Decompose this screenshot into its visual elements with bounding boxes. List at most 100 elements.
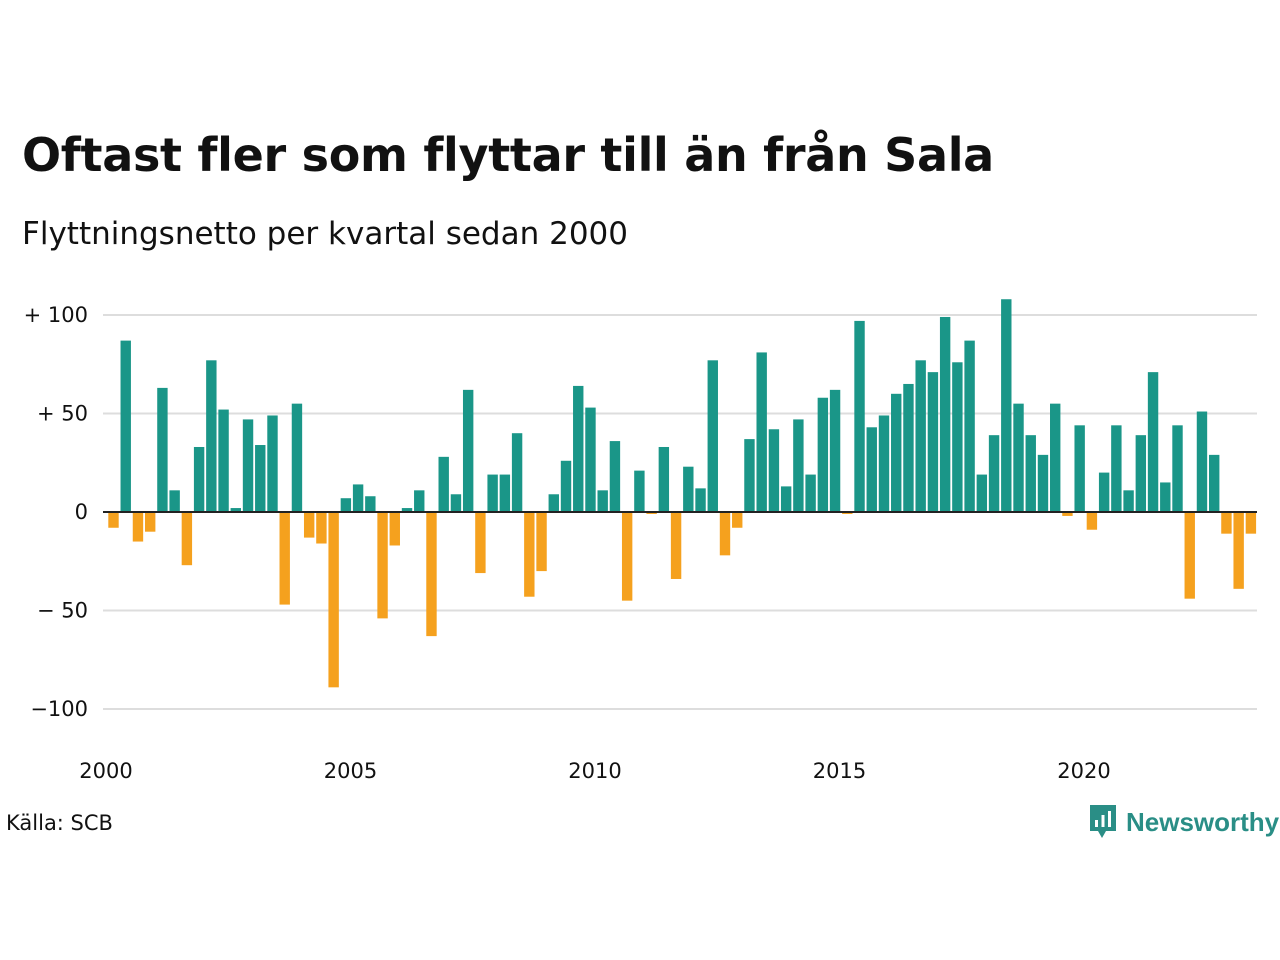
y-tick-label: + 100: [24, 303, 88, 327]
bar-2022-q1: [1184, 512, 1195, 599]
bar-2010-q2: [609, 441, 621, 512]
x-tick-label: 2015: [813, 759, 866, 783]
bar-2014-q4: [829, 389, 841, 512]
bar-2004-q3: [328, 512, 339, 688]
bar-2007-q1: [450, 494, 462, 512]
x-tick-label: 2000: [79, 759, 132, 783]
bar-2001-q3: [181, 512, 193, 566]
y-axis-tick-labels: + 100 + 50 0 − 50 −100: [24, 303, 88, 721]
bar-chart: + 100 + 50 0 − 50 −100 2000 2005 2010 2015 2020: [24, 299, 1257, 783]
bar-2003-q4: [291, 403, 303, 512]
bar-2008-q2: [511, 433, 523, 512]
y-tick-label: − 50: [37, 599, 88, 623]
bar-2004-q2: [316, 512, 327, 544]
bar-2018-q3: [1013, 403, 1024, 512]
bar-2019-q4: [1074, 425, 1085, 512]
chart-title: Oftast fler som flyttar till än från Sal…: [22, 128, 994, 182]
brand-logo[interactable]: Newsworthy: [1088, 803, 1279, 841]
bar-2006-q4: [438, 456, 449, 512]
bar-2013-q2: [756, 352, 767, 512]
bar-2016-q4: [927, 372, 939, 512]
bar-2012-q1: [695, 488, 706, 512]
bar-2010-q1: [597, 490, 608, 512]
bar-2007-q4: [487, 474, 498, 512]
bar-2021-q1: [1135, 435, 1147, 512]
bar-2019-q3: [1062, 512, 1073, 516]
x-axis-tick-labels: 2000 2005 2010 2015 2020: [79, 759, 1110, 783]
bar-2022-q4: [1221, 512, 1232, 534]
bar-2007-q2: [462, 389, 474, 512]
bar-2015-q2: [854, 320, 865, 512]
bar-2008-q1: [499, 474, 511, 512]
source-note: Källa: SCB: [6, 811, 113, 835]
bar-2002-q2: [218, 409, 229, 512]
bar-2005-q2: [365, 496, 376, 512]
bar-2006-q1: [401, 508, 413, 512]
bar-2008-q3: [524, 512, 535, 597]
bar-2018-q4: [1025, 435, 1036, 512]
bar-2023-q2: [1245, 512, 1257, 534]
bar-2000-q4: [144, 512, 156, 532]
bar-2018-q1: [988, 435, 1000, 512]
bar-2019-q1: [1037, 454, 1049, 512]
bar-2016-q3: [915, 360, 926, 512]
bar-2003-q3: [279, 512, 290, 605]
bar-2014-q3: [817, 397, 829, 512]
bar-2015-q4: [878, 415, 890, 512]
bar-2015-q3: [866, 427, 877, 512]
gridlines: [103, 314, 1257, 710]
bar-2002-q1: [206, 360, 217, 512]
bar-2020-q4: [1123, 490, 1134, 512]
bar-2013-q3: [768, 429, 780, 512]
bar-2021-q4: [1172, 425, 1183, 512]
brand-name: Newsworthy: [1126, 806, 1280, 837]
bar-2010-q4: [634, 470, 645, 512]
bar-2004-q4: [340, 498, 352, 512]
bar-2021-q3: [1160, 482, 1171, 512]
bar-2006-q3: [426, 512, 437, 637]
chart-subtitle: Flyttningsnetto per kvartal sedan 2000: [22, 216, 628, 252]
x-tick-label: 2010: [568, 759, 621, 783]
bar-2018-q2: [1001, 299, 1012, 512]
bar-2002-q3: [230, 508, 241, 512]
bar-2019-q2: [1050, 403, 1061, 512]
bar-2001-q2: [169, 490, 180, 512]
bar-2011-q3: [670, 512, 682, 579]
bar-2000-q1: [108, 512, 119, 528]
bar-2016-q2: [903, 383, 914, 512]
bar-2001-q1: [157, 387, 168, 512]
bar-2003-q2: [267, 415, 278, 512]
bar-2001-q4: [193, 446, 205, 512]
bar-2006-q2: [414, 490, 425, 512]
bars: [108, 299, 1257, 688]
bar-2017-q2: [952, 362, 963, 512]
newsworthy-logo-icon: [1090, 805, 1116, 838]
bar-2017-q1: [939, 316, 951, 512]
y-tick-label: −100: [30, 697, 88, 721]
bar-2010-q3: [621, 512, 633, 601]
bar-2020-q1: [1086, 512, 1098, 530]
bar-2013-q1: [744, 439, 755, 512]
bar-2002-q4: [242, 419, 254, 512]
bar-2020-q2: [1098, 472, 1110, 512]
bar-2012-q3: [719, 512, 731, 556]
bar-2005-q1: [352, 484, 364, 512]
bar-2000-q2: [120, 340, 131, 512]
bar-2020-q3: [1111, 425, 1122, 512]
bar-2017-q4: [976, 474, 988, 512]
bar-2000-q3: [132, 512, 144, 542]
bar-2017-q3: [964, 340, 975, 512]
bar-2022-q3: [1209, 454, 1220, 512]
bar-2012-q2: [707, 360, 718, 512]
bar-2016-q1: [891, 393, 902, 512]
bar-2011-q4: [683, 466, 694, 512]
bar-2009-q1: [548, 494, 559, 512]
y-tick-label: + 50: [37, 402, 88, 426]
bar-2005-q4: [389, 512, 400, 546]
bar-2022-q2: [1196, 411, 1208, 512]
bar-2008-q4: [536, 512, 547, 572]
bar-2009-q2: [560, 460, 572, 512]
bar-2009-q3: [573, 385, 584, 512]
bar-2003-q1: [255, 445, 266, 512]
x-tick-label: 2005: [324, 759, 377, 783]
